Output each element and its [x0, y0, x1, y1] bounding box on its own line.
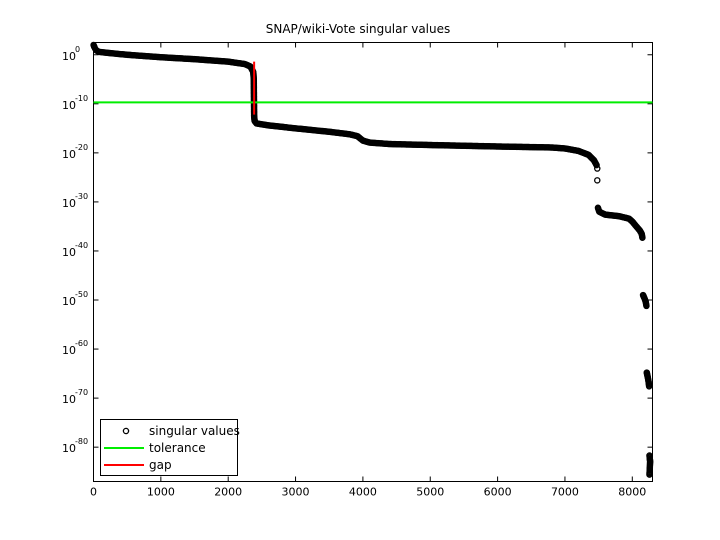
x-tick-label: 0 [90, 486, 97, 499]
legend-marker-singular-values [122, 427, 130, 435]
x-tick-label: 5000 [416, 486, 444, 499]
x-tick-label: 7000 [551, 486, 579, 499]
y-tick-exponent: -50 [75, 290, 88, 299]
y-tick-label: 10 [62, 148, 76, 161]
singular-value-point [594, 177, 601, 184]
x-tick-label: 2000 [214, 486, 242, 499]
y-tick-label: 10 [62, 393, 76, 406]
y-tick-exponent: -70 [75, 388, 88, 397]
y-tick-label: 10 [62, 344, 76, 357]
y-tick-exponent: -60 [75, 339, 88, 348]
legend-label-tolerance: tolerance [149, 441, 206, 455]
legend-label-gap: gap [149, 458, 172, 472]
y-tick-label: 10 [62, 295, 76, 308]
y-tick-exponent: -20 [75, 143, 88, 152]
singular-value-point [643, 302, 650, 310]
y-tick-label: 10 [62, 99, 76, 112]
y-tick-label: 10 [62, 442, 76, 455]
y-tick-label: 10 [62, 50, 76, 63]
plot-area [93, 42, 653, 482]
x-tick-labels: 0 1000 2000 3000 4000 5000 6000 7000 8000 [90, 486, 646, 499]
chart-title: SNAP/wiki-Vote singular values [266, 22, 451, 36]
y-tick-exponent: -40 [75, 241, 88, 250]
singular-value-point [594, 165, 601, 172]
legend: singular values tolerance gap [100, 419, 240, 476]
axis-ticks [93, 42, 653, 482]
y-tick-exponent: -30 [75, 192, 88, 201]
x-tick-label: 1000 [147, 486, 175, 499]
singular-value-point [593, 161, 600, 169]
x-tick-label: 3000 [282, 486, 310, 499]
singular-value-point [639, 234, 646, 241]
x-tick-label: 6000 [484, 486, 512, 499]
singular-values-points [90, 41, 654, 478]
x-tick-label: 4000 [349, 486, 377, 499]
legend-label-singular-values: singular values [149, 424, 240, 438]
y-tick-exponent: 0 [75, 45, 80, 54]
y-tick-exponent: -80 [75, 437, 88, 446]
y-tick-exponent: -10 [75, 94, 88, 103]
y-tick-label: 10 [62, 197, 76, 210]
y-tick-labels: 10010-1010-2010-3010-4010-5010-6010-7010… [62, 45, 88, 455]
singular-value-point [646, 471, 653, 478]
x-tick-label: 8000 [618, 486, 646, 499]
singular-value-point [645, 383, 653, 390]
y-tick-label: 10 [62, 246, 76, 259]
